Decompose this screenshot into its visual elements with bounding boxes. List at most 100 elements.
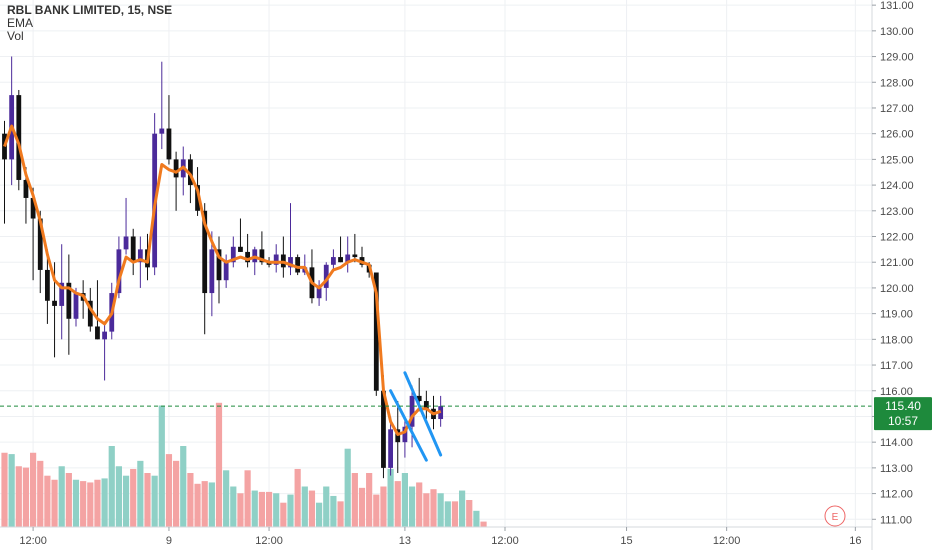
trendlines[interactable] (389, 371, 443, 462)
candle-body (288, 257, 293, 268)
volume-bar (151, 475, 158, 527)
volume-bar (58, 466, 65, 527)
volume-bar (258, 491, 265, 527)
candle-body (209, 249, 215, 294)
volume-bar (466, 500, 473, 527)
y-tick-label: 118.00 (880, 334, 913, 346)
volume-bar (416, 482, 423, 527)
volume-bar (437, 493, 444, 527)
x-tick-label: 12:00 (491, 535, 519, 547)
candle-body (373, 272, 379, 391)
volume-bar (423, 493, 430, 527)
y-tick-label: 123.00 (880, 206, 914, 218)
ema-legend[interactable]: EMA (7, 16, 34, 30)
candle-body (102, 331, 107, 340)
symbol-title[interactable]: RBL BANK LIMITED, 15, NSE (7, 3, 173, 17)
volume-bar (187, 473, 194, 527)
volume-legend[interactable]: Vol (7, 29, 24, 43)
y-tick-label: 116.00 (880, 386, 913, 398)
candle-body (66, 282, 72, 319)
candle-body (16, 95, 22, 180)
volume-bars (1, 402, 487, 527)
x-tick-label: 15 (620, 535, 632, 547)
volume-bar (323, 486, 330, 527)
volume-bar (344, 448, 351, 527)
y-tick-label: 112.00 (880, 489, 913, 501)
volume-bar (451, 501, 459, 527)
volume-bar (44, 475, 51, 527)
x-tick-label: 12:00 (255, 535, 283, 547)
candle-body (273, 254, 279, 265)
volume-bar (358, 487, 366, 527)
volume-bar (122, 475, 130, 527)
volume-bar (230, 486, 237, 527)
volume-bar (130, 468, 137, 527)
y-tick-label: 119.00 (880, 309, 913, 321)
candle-body (295, 257, 301, 273)
candle-body (130, 236, 136, 263)
candle-body (316, 287, 322, 299)
y-tick-label: 122.00 (880, 232, 914, 244)
y-tick-label: 113.00 (880, 463, 913, 475)
volume-bar (308, 490, 316, 527)
volume-bar (237, 493, 244, 527)
time-axis[interactable]: 12:00 9 12:00 13 12:00 15 12:00 16 (19, 527, 861, 547)
earnings-event-icon[interactable] (824, 505, 846, 527)
y-tick-label: 129.00 (880, 52, 914, 64)
y-tick-label: 131.00 (880, 0, 914, 12)
volume-bar (115, 466, 122, 527)
candle-body (402, 426, 408, 443)
volume-bar (223, 470, 230, 527)
candle-body (409, 395, 415, 427)
candle-body (195, 185, 200, 211)
volume-bar (430, 489, 437, 527)
volume-bar (337, 501, 344, 527)
volume-bar (65, 473, 72, 527)
candle-body (416, 395, 422, 402)
candle-body (216, 249, 222, 281)
volume-bar (8, 454, 15, 527)
volume-bar (137, 460, 144, 527)
volume-bar (480, 521, 487, 527)
candle-body (45, 269, 50, 301)
volume-bar (37, 460, 44, 527)
candle-body (352, 254, 358, 258)
volume-bar (72, 479, 80, 527)
candle-body (259, 249, 265, 263)
y-tick-label: 121.00 (880, 257, 914, 269)
candle-body (166, 128, 172, 160)
y-tick-label: 126.00 (880, 129, 914, 141)
y-tick-label: 124.00 (880, 180, 914, 192)
volume-bar (265, 491, 273, 527)
volume-bar (387, 468, 394, 527)
candle-body (23, 179, 29, 198)
candle-body (116, 249, 122, 294)
candle-body (188, 159, 193, 186)
ema-line (3, 124, 442, 436)
volume-bar (351, 473, 358, 527)
volume-bar (180, 446, 187, 527)
event-badge-label: E (832, 512, 839, 523)
candle-body (223, 262, 229, 281)
volume-bar (280, 502, 287, 527)
volume-bar (101, 478, 108, 527)
volume-bar (215, 402, 223, 527)
candle-body (87, 300, 93, 327)
event-marker[interactable]: E (824, 505, 846, 527)
candle-body (37, 218, 43, 270)
y-tick-label: 125.00 (880, 154, 914, 166)
candle-body (423, 401, 429, 409)
candle-body (323, 264, 329, 288)
y-tick-label: 120.00 (880, 283, 914, 295)
price-axis[interactable]: 111.00112.00113.00114.00115.00116.00117.… (872, 0, 914, 526)
candle-body (159, 128, 165, 134)
candle-body (238, 246, 243, 252)
y-tick-label: 117.00 (880, 360, 913, 372)
y-tick-label: 128.00 (880, 77, 914, 89)
candle-body (345, 254, 351, 263)
volume-bar (394, 481, 401, 527)
candles (2, 56, 444, 479)
volume-bar (22, 467, 30, 527)
y-tick-label: 127.00 (880, 103, 914, 115)
